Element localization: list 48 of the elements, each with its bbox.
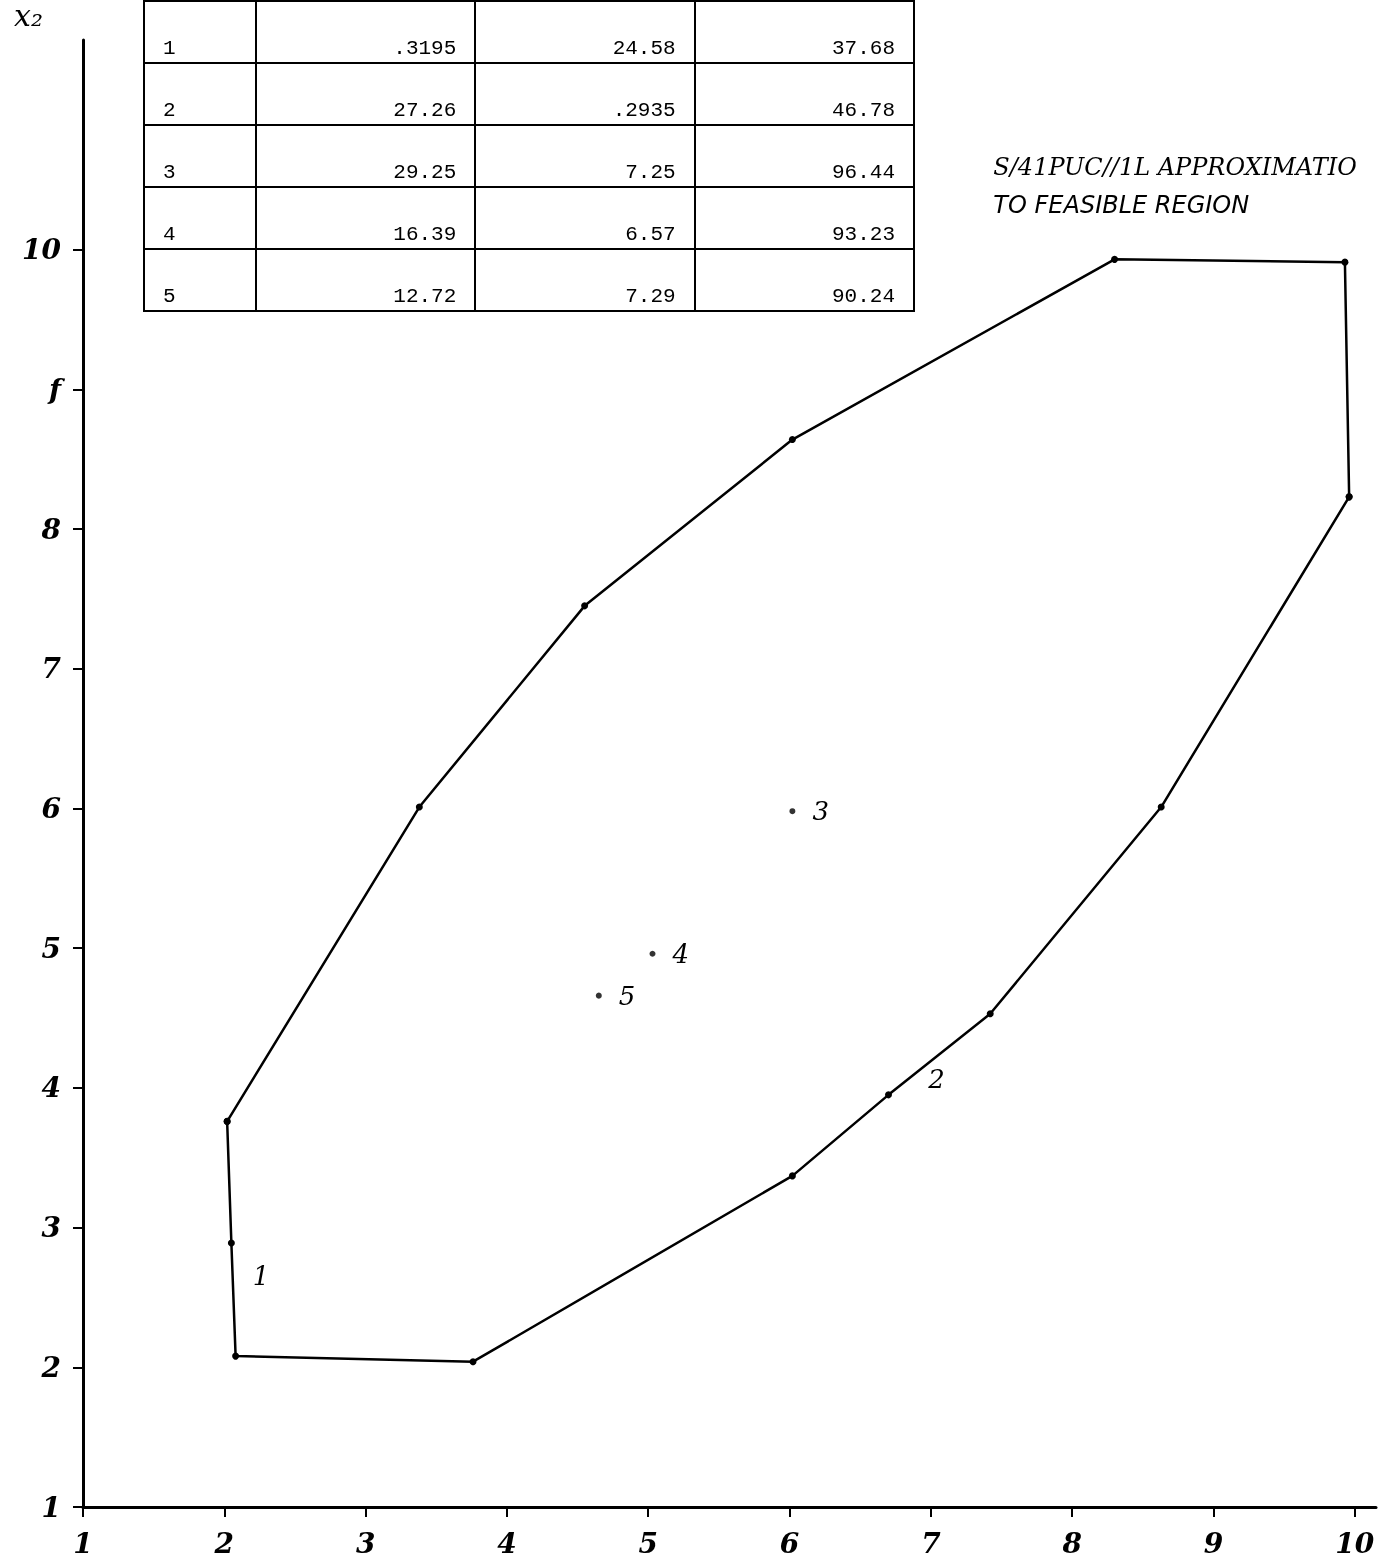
x-tick-label: 10 <box>1335 1526 1375 1557</box>
annotation: 3 <box>812 796 829 827</box>
annotation: 12.72 <box>256 249 476 311</box>
x-tick-label: 2 <box>213 1526 235 1557</box>
annotation: 37.68 <box>694 1 914 63</box>
annotation: 4 <box>144 187 256 249</box>
annotation: 4 <box>671 938 690 969</box>
annotation: 5 <box>144 249 256 311</box>
y-tick-label: 2 <box>40 1350 61 1384</box>
y-tick-label: 1 <box>41 1490 61 1524</box>
text: S/41PUC//1L APPROXIMATIO <box>993 153 1358 181</box>
y-tick-label: 5 <box>41 931 61 965</box>
annotation: 7.29 <box>475 249 695 311</box>
annotation: 46.78 <box>694 63 914 125</box>
annotation: 3 <box>144 125 256 187</box>
annotation: 29.25 <box>256 125 476 187</box>
annotation: 2 <box>144 63 256 125</box>
x-tick-label: 8 <box>1061 1526 1082 1557</box>
annotation: 7.25 <box>475 125 695 187</box>
x-tick-label: 3 <box>355 1526 376 1557</box>
x-tick-label: 6 <box>779 1526 800 1557</box>
y-tick-label: 6 <box>41 791 61 825</box>
annotation: 1 <box>144 1 256 63</box>
y-tick-label: 3 <box>41 1211 61 1245</box>
annotation: 5 <box>618 980 636 1011</box>
annotation: 1 <box>252 1261 270 1292</box>
y-tick-label: 8 <box>40 512 61 546</box>
y-tick-label: f <box>46 372 66 406</box>
x-tick-label: 1 <box>73 1526 93 1557</box>
annotation: .2935 <box>475 63 695 125</box>
annotation: 2 <box>927 1064 945 1095</box>
text: TO FEASIBLE REGION <box>993 191 1250 219</box>
x-tick-label: 7 <box>921 1526 942 1557</box>
annotation: 96.44 <box>694 125 914 187</box>
annotation: 93.23 <box>694 187 914 249</box>
annotation: 24.58 <box>475 1 695 63</box>
annotation: 16.39 <box>256 187 476 249</box>
y-axis-title: x₂ <box>14 0 43 33</box>
x-tick-label: 5 <box>638 1526 658 1557</box>
x-tick-label: 4 <box>497 1526 517 1557</box>
annotation: 27.26 <box>256 63 476 125</box>
y-tick-label: 7 <box>41 652 62 686</box>
x-tick-label: 9 <box>1203 1526 1224 1557</box>
annotation: .3195 <box>256 1 476 63</box>
y-tick-label: 4 <box>41 1071 61 1105</box>
annotation: 90.24 <box>694 249 914 311</box>
y-tick-label: 10 <box>22 233 62 267</box>
annotation: 6.57 <box>475 187 695 249</box>
